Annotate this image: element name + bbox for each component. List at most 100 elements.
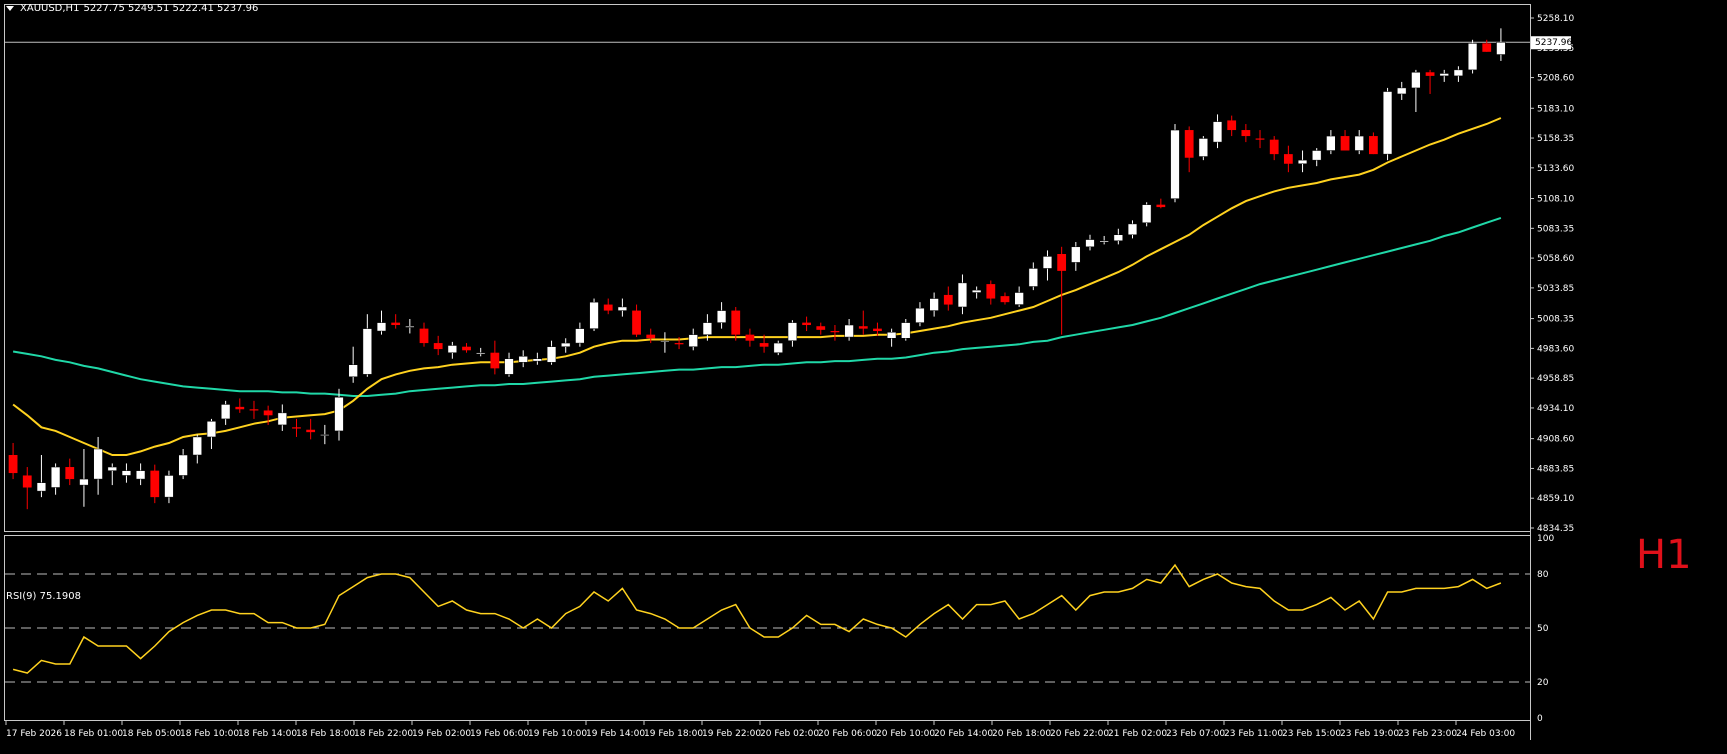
candle-body-bull bbox=[844, 324, 854, 338]
rsi-indicator-label: RSI(9) 75.1908 bbox=[6, 591, 81, 602]
candle bbox=[334, 388, 344, 441]
candle bbox=[957, 274, 968, 315]
price-axis-label: 4883.85 bbox=[1537, 464, 1574, 474]
candle-body-bull bbox=[50, 466, 61, 488]
candle bbox=[1354, 130, 1364, 155]
candle-body-bear bbox=[249, 409, 259, 411]
candle bbox=[391, 314, 401, 329]
candle-body-bull bbox=[1042, 256, 1053, 269]
candle bbox=[1184, 126, 1194, 173]
candle bbox=[1227, 115, 1237, 137]
candle bbox=[1340, 130, 1350, 151]
candle bbox=[915, 302, 925, 327]
candle-body-bull bbox=[476, 352, 486, 355]
candle bbox=[263, 405, 273, 425]
candle-body-bear bbox=[65, 467, 75, 480]
candle-body-bear bbox=[419, 328, 429, 344]
candle bbox=[518, 350, 528, 368]
candle-body-bull bbox=[320, 434, 330, 436]
candle bbox=[802, 316, 811, 332]
candle bbox=[901, 319, 911, 341]
candle-body-bull bbox=[546, 346, 557, 363]
candle-body-bear bbox=[462, 346, 471, 351]
price-axis-label: 5108.10 bbox=[1537, 195, 1574, 205]
candle-body-bull bbox=[1142, 204, 1152, 223]
candle bbox=[320, 424, 330, 445]
candle-body-bull bbox=[1354, 135, 1364, 151]
candle-body-bull bbox=[1028, 268, 1038, 287]
candle-body-bull bbox=[901, 322, 911, 339]
candle-body-bull bbox=[1297, 159, 1308, 164]
candle bbox=[462, 343, 471, 353]
candle bbox=[844, 319, 854, 341]
chart-header[interactable]: XAUUSD,H1 5227.75 5249.51 5222.41 5237.9… bbox=[6, 3, 258, 14]
price-axis-label: 4908.60 bbox=[1537, 435, 1574, 445]
candle-body-bear bbox=[986, 284, 996, 299]
candle bbox=[1453, 66, 1464, 82]
candle-body-bear bbox=[745, 334, 755, 341]
candle bbox=[787, 320, 798, 347]
collapse-triangle-icon[interactable] bbox=[6, 6, 14, 11]
candle-body-bear bbox=[816, 326, 826, 330]
candle bbox=[1397, 81, 1407, 100]
candle-body-bear bbox=[391, 322, 401, 326]
candle-body-bull bbox=[1439, 73, 1449, 77]
time-axis-label: 23 Feb 15:00 bbox=[1282, 729, 1341, 739]
time-axis-label: 24 Feb 03:00 bbox=[1456, 729, 1515, 739]
candle-body-bull bbox=[1411, 72, 1421, 89]
candle bbox=[816, 322, 826, 335]
candle bbox=[731, 306, 741, 341]
candle-body-bear bbox=[830, 331, 840, 333]
candle bbox=[362, 314, 372, 377]
time-axis-label: 21 Feb 02:00 bbox=[1108, 729, 1167, 739]
price-axis-label: 4859.10 bbox=[1537, 494, 1574, 504]
time-axis-label: 23 Feb 19:00 bbox=[1340, 729, 1399, 739]
candle-body-bear bbox=[858, 326, 868, 329]
symbol-label: XAUUSD,H1 bbox=[20, 3, 80, 14]
candle bbox=[674, 337, 684, 350]
rsi-axis-label: 20 bbox=[1537, 678, 1549, 688]
candle-body-bull bbox=[1312, 150, 1322, 161]
candle-body-bear bbox=[22, 475, 32, 488]
price-axis-label: 4958.85 bbox=[1537, 374, 1574, 384]
candle bbox=[192, 434, 202, 464]
price-axis-label: 5158.35 bbox=[1537, 134, 1574, 144]
candle bbox=[575, 322, 585, 347]
candle-body-bull bbox=[787, 322, 798, 341]
ma-slow-line bbox=[12, 216, 1502, 397]
candle-body-bull bbox=[971, 289, 982, 293]
candle bbox=[8, 442, 18, 480]
time-axis-label: 19 Feb 10:00 bbox=[528, 729, 587, 739]
candle bbox=[1312, 148, 1322, 167]
rsi-axis-label: 0 bbox=[1537, 714, 1543, 724]
rsi-axis: 100 80 50 20 0 bbox=[1537, 534, 1554, 724]
candle-body-bear bbox=[1000, 296, 1010, 303]
svg-text:5237.96: 5237.96 bbox=[1535, 38, 1572, 48]
candle-body-bear bbox=[943, 294, 953, 305]
candle bbox=[546, 340, 557, 365]
candle-body-bull bbox=[164, 475, 174, 498]
candle-body-bear bbox=[263, 410, 273, 416]
candle bbox=[79, 448, 89, 507]
candle-body-bear bbox=[731, 310, 741, 335]
candle bbox=[419, 322, 429, 347]
candle-body-bull bbox=[561, 342, 571, 347]
candle-body-bull bbox=[716, 310, 727, 323]
candle-body-bull bbox=[1113, 234, 1123, 242]
candle-body-bull bbox=[1212, 121, 1223, 143]
candle bbox=[1113, 228, 1123, 245]
candle bbox=[206, 418, 217, 449]
candle bbox=[886, 328, 897, 347]
candle bbox=[1127, 220, 1138, 239]
candle-body-bear bbox=[632, 310, 641, 335]
moving-average-slow bbox=[12, 216, 1502, 397]
candle bbox=[1382, 87, 1393, 161]
candle-body-bull bbox=[192, 436, 202, 456]
current-price-tag: 5237.96 bbox=[1531, 36, 1572, 50]
candle-body-bull bbox=[334, 396, 344, 432]
candle bbox=[1269, 136, 1279, 161]
price-axis-label: 5058.60 bbox=[1537, 254, 1574, 264]
candle bbox=[22, 467, 32, 510]
